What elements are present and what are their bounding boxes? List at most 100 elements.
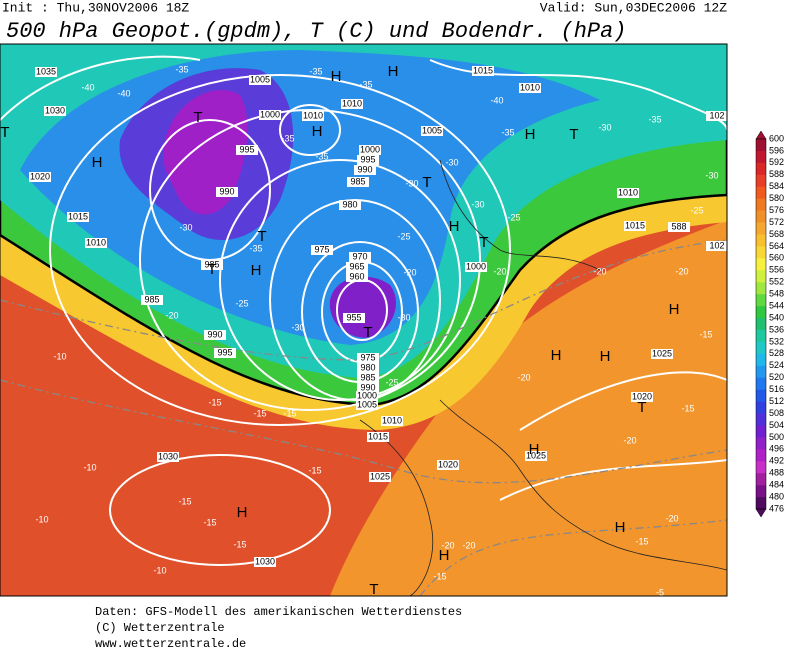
- pressure-center: H: [529, 441, 540, 458]
- pressure-center: H: [331, 68, 342, 85]
- label-box: [346, 272, 368, 282]
- temperature-label: -35: [175, 64, 188, 74]
- colorbar-label: 508: [769, 408, 784, 418]
- colorbar-label: 592: [769, 157, 784, 167]
- label-box: [357, 373, 379, 383]
- label-box: [204, 330, 226, 340]
- isobar-label: 1010: [382, 415, 402, 425]
- colorbar-label: 524: [769, 360, 784, 370]
- temperature-label: -20: [403, 267, 416, 277]
- temperature-label: -35: [249, 243, 262, 253]
- pressure-center: T: [207, 261, 216, 278]
- isobar-label: 955: [346, 312, 361, 322]
- isobar-label: 1015: [68, 211, 88, 221]
- label-box: [259, 110, 281, 120]
- pressure-center: T: [369, 581, 378, 598]
- colorbar-swatch: [756, 139, 766, 152]
- label-box: [369, 472, 391, 482]
- temperature-label: -30: [397, 312, 410, 322]
- label-box: [341, 99, 363, 109]
- isobar-label: 1005: [357, 399, 377, 409]
- pressure-center: H: [92, 154, 103, 171]
- isobar-label: 1005: [250, 74, 270, 84]
- colorbar-label: 584: [769, 181, 784, 191]
- temperature-label: -25: [235, 298, 248, 308]
- label-box: [29, 172, 51, 182]
- colorbar-swatch: [756, 186, 766, 199]
- label-box: [311, 245, 333, 255]
- map-labels: 1035103010201015101098598599099510051000…: [0, 63, 727, 598]
- colorbar-swatch: [756, 437, 766, 450]
- temperature-label: -15: [253, 408, 266, 418]
- colorbar-swatch: [756, 377, 766, 390]
- colorbar-swatch: [756, 282, 766, 295]
- isobar-label: 1020: [30, 171, 50, 181]
- colorbar-label: 516: [769, 384, 784, 394]
- isobar-label: 1000: [357, 390, 377, 400]
- colorbar: 600 596 592 588 584 580 576 572 568 564 560 556 552 5…: [755, 130, 784, 518]
- temperature-label: -15: [433, 571, 446, 581]
- isobar-label: 985: [144, 294, 159, 304]
- colorbar-label: 596: [769, 145, 784, 155]
- temperature-label: -20: [593, 266, 606, 276]
- isobar-label: 995: [217, 347, 232, 357]
- label-box: [359, 145, 381, 155]
- colorbar-swatch: [756, 425, 766, 438]
- colorbar-label: 540: [769, 312, 784, 322]
- isobar-label: 1025: [370, 471, 390, 481]
- temperature-label: -15: [681, 403, 694, 413]
- isobar-label: 975: [314, 244, 329, 254]
- footer-line: Daten: GFS-Modell des amerikanischen Wet…: [95, 605, 462, 619]
- temperature-label: -15: [635, 536, 648, 546]
- temperature-label: -15: [208, 397, 221, 407]
- temperature-label: -25: [397, 231, 410, 241]
- label-box: [356, 400, 378, 410]
- colorbar-label: 484: [769, 480, 784, 490]
- isobar-label: 1025: [652, 348, 672, 358]
- temperature-label: -20: [623, 435, 636, 445]
- isobar-label: 1030: [158, 451, 178, 461]
- label-box: [357, 383, 379, 393]
- label-box: [343, 313, 365, 323]
- pressure-center: H: [669, 301, 680, 318]
- pressure-center: H: [237, 504, 248, 521]
- valid-time: Valid: Sun,03DEC2006 12Z: [540, 0, 727, 15]
- isobar-label: 960: [349, 271, 364, 281]
- label-box: [357, 353, 379, 363]
- label-box: [668, 222, 690, 232]
- temperature-label: -15: [233, 539, 246, 549]
- temperature-label: -20: [493, 266, 506, 276]
- isobar-label: 990: [219, 186, 234, 196]
- label-box: [357, 363, 379, 373]
- colorbar-swatch: [756, 353, 766, 367]
- label-box: [519, 83, 541, 93]
- temperature-label: -20: [675, 266, 688, 276]
- colorbar-swatch: [756, 210, 766, 223]
- isobar-label: 990: [360, 382, 375, 392]
- isobar-label: 975: [360, 352, 375, 362]
- label-box: [631, 392, 653, 402]
- isobar-label: 1020: [632, 391, 652, 401]
- label-box: [367, 432, 389, 442]
- isobar-label: 1020: [438, 459, 458, 469]
- colorbar-swatch: [756, 258, 766, 271]
- isobar-label: 1010: [520, 82, 540, 92]
- label-box: [254, 557, 276, 567]
- temperature-label: -20: [165, 310, 178, 320]
- temperature-label: -10: [53, 351, 66, 361]
- colorbar-label: 476: [769, 503, 784, 513]
- isobar-label: 990: [207, 329, 222, 339]
- isobar-label: 980: [360, 362, 375, 372]
- colorbar-swatch: [756, 234, 766, 247]
- temperature-label: -25: [690, 205, 703, 215]
- pressure-center: H: [449, 218, 460, 235]
- isobar-label: 985: [350, 176, 365, 186]
- colorbar-label: 580: [769, 193, 784, 203]
- label-box: [346, 262, 368, 272]
- colorbar-swatch: [756, 341, 766, 355]
- label-box: [214, 348, 236, 358]
- pressure-center: T: [363, 324, 372, 341]
- isobar-label: 980: [342, 199, 357, 209]
- colorbar-label: 552: [769, 277, 784, 287]
